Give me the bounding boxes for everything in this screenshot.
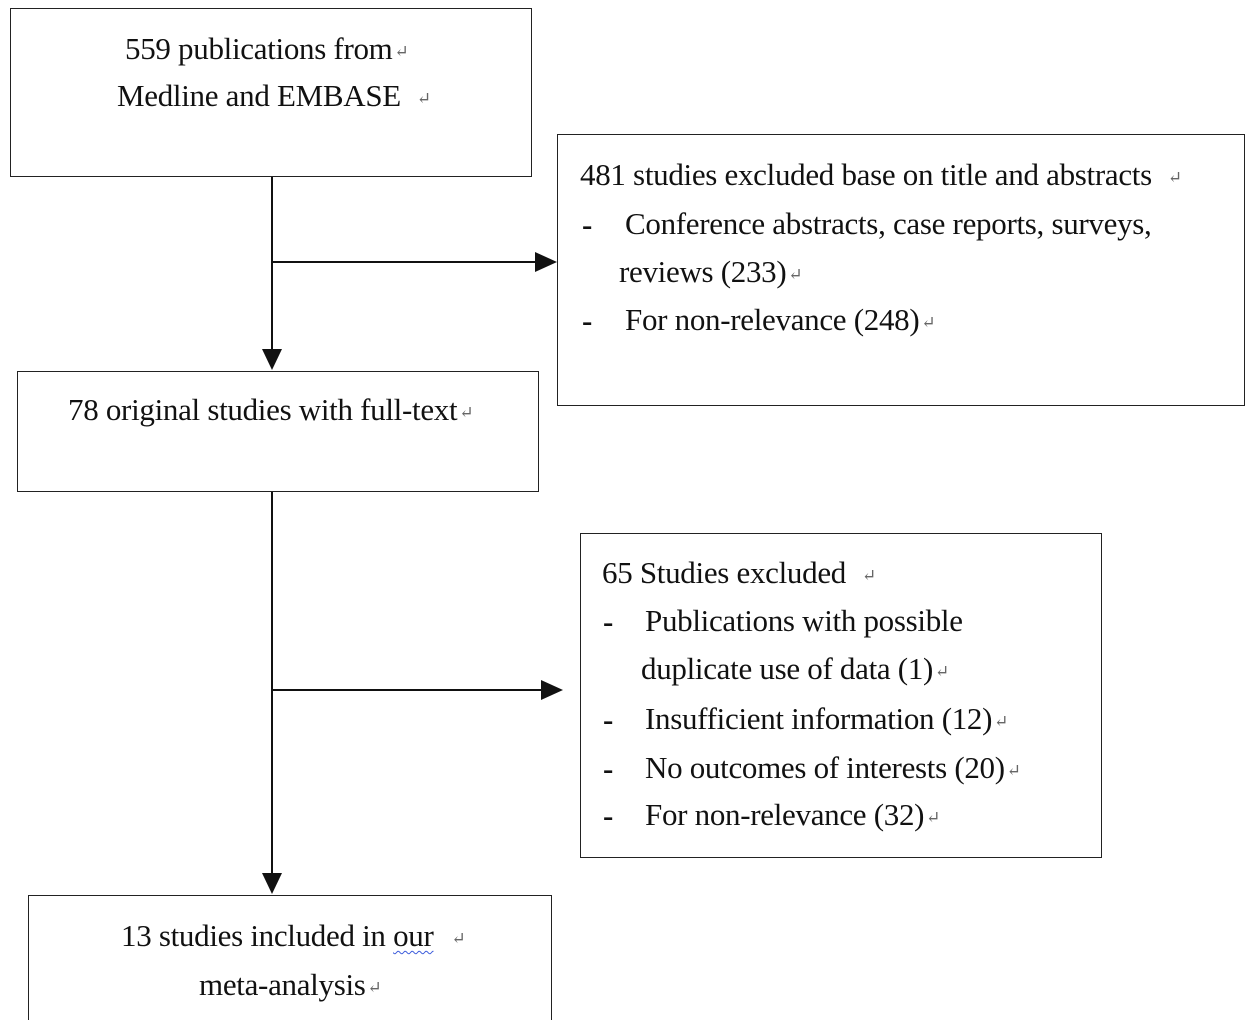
arrowhead-right-2 (541, 680, 563, 700)
return-mark-icon: ↵ (1167, 168, 1182, 187)
bullet-dash: - (603, 702, 614, 737)
return-mark-icon: ↵ (367, 978, 382, 997)
excluded-fulltext-item-2-text: Insufficient information (12) (645, 701, 993, 736)
fulltext-text-1: 78 original studies with full-text (68, 392, 458, 427)
arrowhead-right-1 (535, 252, 557, 272)
arrowhead-down-1 (262, 349, 282, 370)
identified-records-box: 559 publications from ↵ Medline and EMBAS… (10, 8, 532, 177)
return-mark-icon: ↵ (921, 313, 936, 332)
excluded-title-item-1-line-2: reviews (233) ↵ (619, 254, 803, 289)
bullet-dash: - (603, 798, 614, 833)
identified-line-2: Medline and EMBASE ↵ (117, 80, 431, 111)
excluded-title-item-2-text: For non-relevance (248) (625, 302, 920, 337)
fulltext-line-1: 78 original studies with full-text ↵ (68, 392, 474, 427)
excluded-fulltext-item-2: Insufficient information (12) ↵ (645, 703, 1008, 734)
excluded-title-abstract-box: 481 studies excluded base on title and a… (557, 134, 1245, 406)
excluded-title-item-1-line-1: Conference abstracts, case reports, surv… (625, 208, 1152, 239)
bullet-dash: - (582, 207, 593, 242)
excluded-fulltext-item-4-text: For non-relevance (32) (645, 797, 925, 832)
return-mark-icon: ↵ (994, 712, 1009, 731)
excluded-title-item-2: For non-relevance (248) ↵ (625, 302, 936, 337)
return-mark-icon: ↵ (861, 566, 876, 585)
excluded-fulltext-item-4: For non-relevance (32) ↵ (645, 799, 940, 830)
spellcheck-flagged-word: our (393, 918, 434, 953)
excluded-fulltext-item-1-text-2: duplicate use of data (1) (641, 651, 934, 686)
included-line-2: meta-analysis ↵ (199, 969, 382, 1000)
included-text-1: 13 studies included in (121, 918, 394, 953)
excluded-title-heading: 481 studies excluded base on title and a… (580, 159, 1182, 190)
identified-line-1: 559 publications from ↵ (125, 31, 409, 66)
included-line-1: 13 studies included in our ↵ (121, 918, 466, 953)
included-text-2: meta-analysis (199, 967, 366, 1002)
excluded-fulltext-heading-text: 65 Studies excluded (602, 555, 846, 590)
excluded-title-heading-text: 481 studies excluded base on title and a… (580, 157, 1152, 192)
identified-text-1: 559 publications from (125, 31, 393, 66)
arrowhead-down-2 (262, 873, 282, 894)
identified-text-2: Medline and EMBASE (117, 78, 401, 113)
excluded-fulltext-heading: 65 Studies excluded ↵ (602, 557, 876, 588)
bullet-dash: - (603, 751, 614, 786)
return-mark-icon: ↵ (416, 89, 431, 108)
excluded-fulltext-item-1-line-1: Publications with possible (645, 605, 963, 636)
excluded-title-item-1-text-1: Conference abstracts, case reports, surv… (625, 206, 1152, 241)
return-mark-icon: ↵ (788, 265, 803, 284)
return-mark-icon: ↵ (935, 662, 949, 681)
excluded-fulltext-item-3-text: No outcomes of interests (20) (645, 750, 1005, 785)
excluded-fulltext-item-1-line-2: duplicate use of data (1) ↵ (641, 653, 949, 684)
excluded-fulltext-item-3: No outcomes of interests (20) ↵ (645, 752, 1021, 783)
return-mark-icon: ↵ (451, 929, 466, 948)
fulltext-studies-box: 78 original studies with full-text ↵ (17, 371, 539, 492)
excluded-fulltext-item-1-text-1: Publications with possible (645, 603, 963, 638)
return-mark-icon: ↵ (926, 808, 941, 827)
bullet-dash: - (582, 303, 593, 338)
return-mark-icon: ↵ (459, 403, 474, 422)
return-mark-icon: ↵ (1006, 761, 1021, 780)
return-mark-icon: ↵ (394, 42, 409, 61)
bullet-dash: - (603, 604, 614, 639)
excluded-fulltext-box: 65 Studies excluded ↵ - Publications with… (580, 533, 1102, 858)
included-studies-box: 13 studies included in our ↵ meta-analysi… (28, 895, 552, 1020)
excluded-title-item-1-text-2: reviews (233) (619, 254, 787, 289)
